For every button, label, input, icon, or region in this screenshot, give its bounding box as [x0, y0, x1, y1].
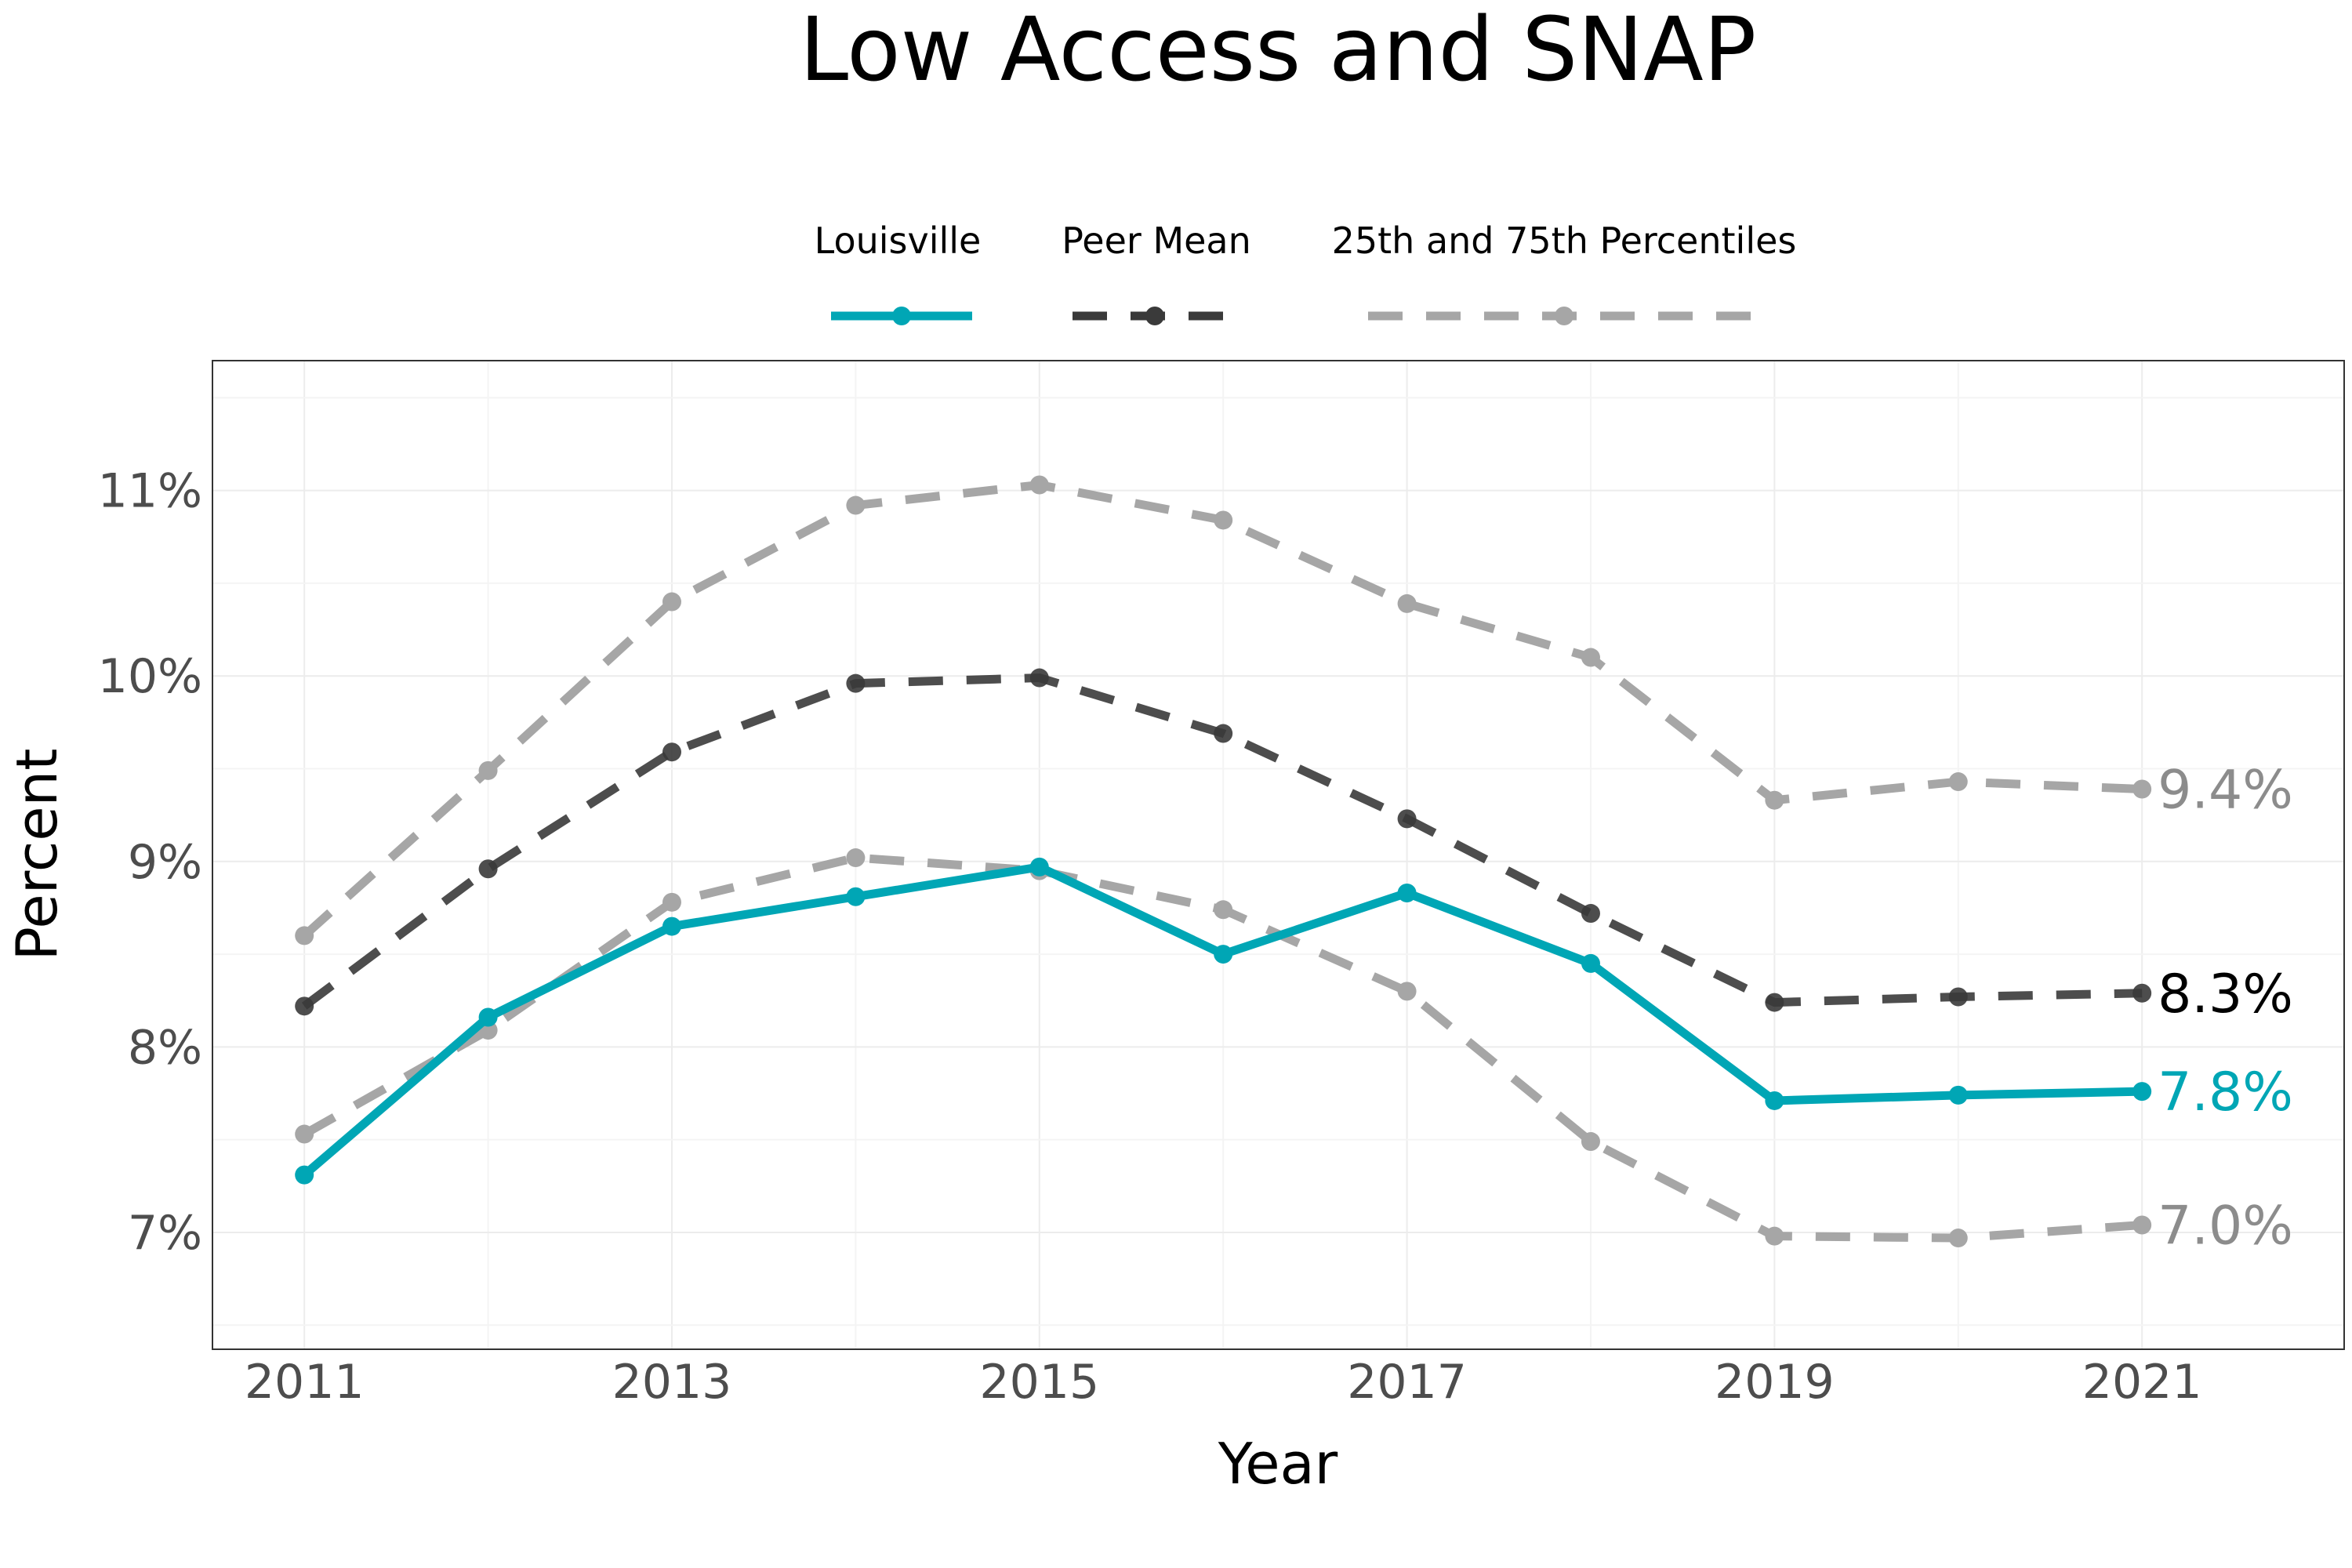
data-point: [846, 495, 866, 515]
data-point: [1948, 772, 1968, 792]
x-tick-label: 2013: [612, 1355, 732, 1410]
series-75th-percentile: [295, 475, 2152, 946]
y-tick-label: 9%: [128, 835, 202, 890]
x-axis-title: Year: [1218, 1431, 1338, 1497]
legend-label: 25th and 75th Percentiles: [1332, 220, 1797, 262]
data-point: [846, 673, 866, 693]
grid: [212, 361, 2344, 1349]
series-25th-percentile: [295, 848, 2152, 1248]
series-louisville: [295, 857, 2152, 1185]
data-point: [1029, 475, 1049, 495]
data-point: [478, 760, 498, 780]
plot-panel: [212, 360, 2345, 1350]
data-point: [1214, 510, 1233, 530]
data-point: [1581, 953, 1600, 973]
data-point: [1765, 1091, 1784, 1110]
x-tick-label: 2011: [245, 1355, 365, 1410]
legend-item: Louisville: [815, 220, 982, 325]
data-point: [1397, 884, 1417, 902]
x-tick-label: 2015: [979, 1355, 1099, 1410]
y-tick-label: 10%: [98, 649, 202, 704]
data-point: [1581, 904, 1600, 924]
data-point: [1948, 1229, 1968, 1248]
data-point: [295, 1124, 314, 1144]
end-label: 7.0%: [2158, 1195, 2293, 1257]
data-point: [478, 859, 498, 879]
data-point: [662, 742, 681, 762]
data-point: [1765, 790, 1784, 810]
legend-label: Peer Mean: [1062, 220, 1251, 262]
y-tick-label: 8%: [128, 1020, 202, 1075]
data-point: [1397, 982, 1417, 1001]
data-point: [1397, 809, 1417, 829]
end-labels: 7.8% 8.3% 9.4% 7.0%: [2158, 760, 2293, 1258]
data-point: [1581, 1132, 1600, 1152]
data-point: [295, 996, 314, 1016]
data-point: [2132, 1215, 2152, 1235]
y-axis-title: Percent: [4, 749, 70, 961]
series-peer-mean: [295, 668, 2152, 1016]
x-tick-label: 2017: [1347, 1355, 1467, 1410]
data-point: [1214, 900, 1233, 920]
legend-key-point: [892, 307, 911, 325]
data-point: [1029, 668, 1049, 688]
data-point: [1581, 648, 1600, 667]
data-point: [846, 848, 866, 868]
y-tick-label: 11%: [98, 464, 202, 519]
y-tick-label: 7%: [128, 1206, 202, 1261]
data-point: [1029, 857, 1049, 877]
data-point: [1214, 945, 1233, 964]
x-axis-ticks: 2011 2013 2015 2017 2019 2021: [245, 1355, 2202, 1410]
legend-item: 25th and 75th Percentiles: [1332, 220, 1797, 325]
y-axis-ticks: 7% 8% 9% 10% 11%: [98, 464, 202, 1261]
data-point: [846, 887, 866, 906]
data-point: [1765, 1226, 1784, 1246]
data-point: [662, 592, 681, 612]
end-label: 7.8%: [2158, 1062, 2293, 1123]
data-point: [1397, 593, 1417, 613]
data-point: [1765, 993, 1784, 1012]
x-tick-label: 2019: [1715, 1355, 1835, 1410]
legend-key-point: [1145, 307, 1164, 325]
end-label: 9.4%: [2158, 760, 2293, 822]
data-point: [295, 926, 314, 946]
data-point: [662, 892, 681, 912]
chart-title: Low Access and SNAP: [800, 0, 1757, 101]
data-point: [2132, 779, 2152, 799]
legend-key-point: [1555, 307, 1573, 325]
legend-label: Louisville: [815, 220, 982, 262]
data-point: [2132, 1082, 2152, 1102]
data-point: [1948, 1085, 1968, 1105]
data-point: [1214, 724, 1233, 743]
data-point: [295, 1165, 314, 1185]
data-point: [2132, 983, 2152, 1003]
data-point: [478, 1007, 498, 1027]
legend-item: Peer Mean: [1062, 220, 1251, 325]
x-tick-label: 2021: [2082, 1355, 2202, 1410]
data-point: [662, 916, 681, 936]
legend: Louisville Peer Mean 25th and 75th Percent…: [815, 220, 1797, 325]
series-layer: [295, 475, 2152, 1248]
end-label: 8.3%: [2158, 964, 2293, 1025]
data-point: [1948, 987, 1968, 1007]
